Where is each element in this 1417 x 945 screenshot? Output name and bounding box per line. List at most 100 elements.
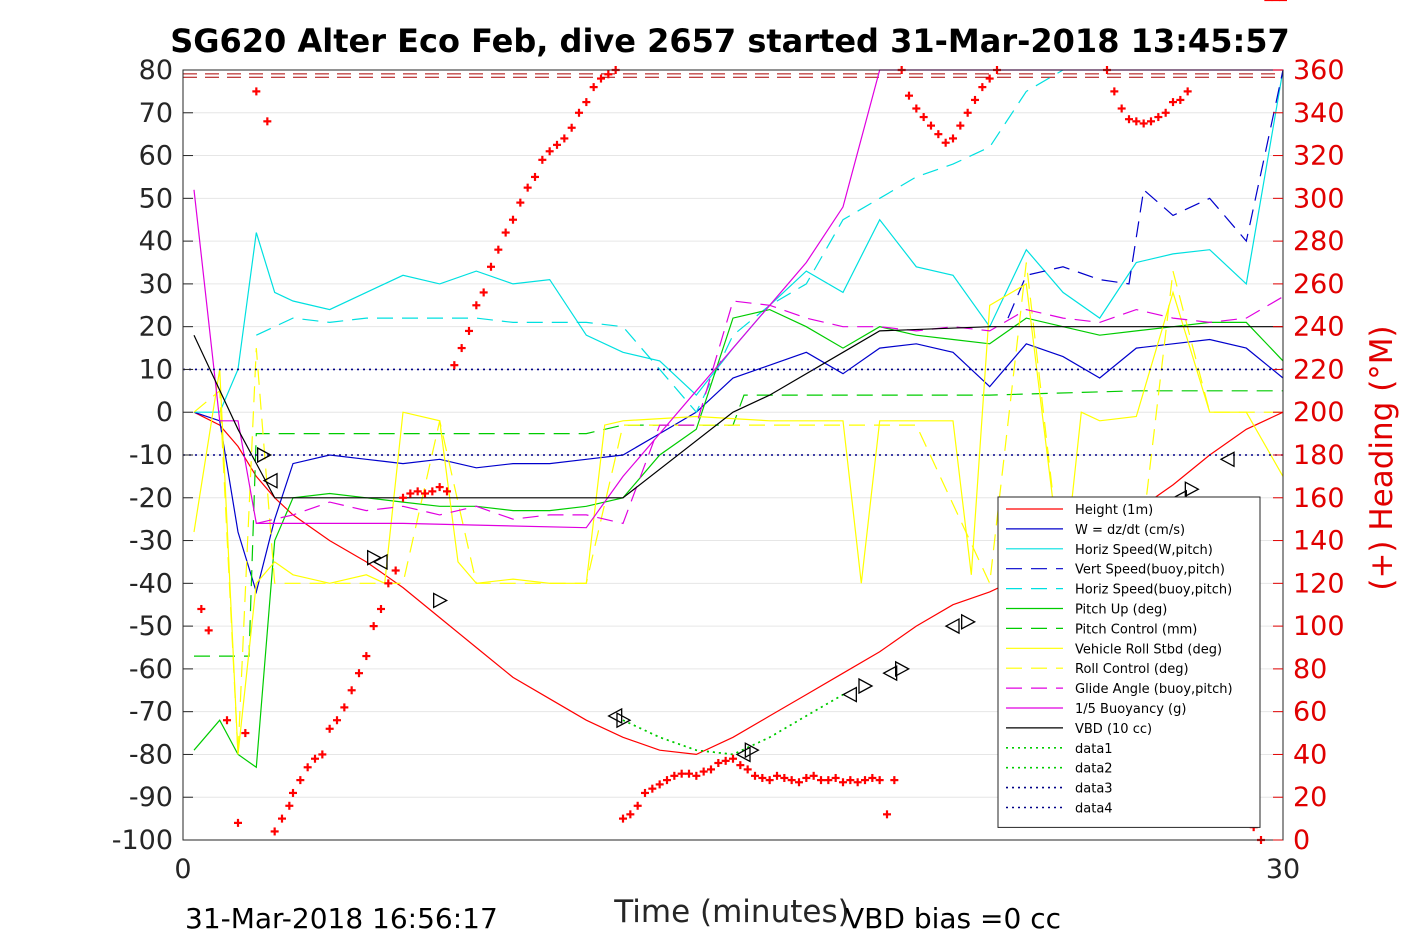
- y-tick-label: -100: [112, 825, 173, 856]
- footer-vbd-bias: VBD bias =0 cc: [845, 902, 1061, 935]
- heading-point: [296, 776, 305, 785]
- heading-point: [736, 761, 745, 770]
- heading-point: [487, 262, 495, 271]
- right-tick-label: 200: [1293, 397, 1345, 428]
- vbd-marker: [1219, 451, 1235, 468]
- heading-point: [743, 765, 752, 774]
- heading-point: [663, 776, 671, 785]
- x-axis-label: Time (minutes): [613, 894, 849, 930]
- heading-point: [567, 123, 576, 132]
- vbd-marker: [882, 665, 898, 682]
- heading-point: [655, 780, 664, 789]
- legend-label: Horiz Speed(buoy,pitch): [1075, 583, 1232, 598]
- heading-point: [795, 778, 803, 787]
- heading-point: [1154, 113, 1163, 122]
- heading-point: [883, 810, 891, 819]
- right-tick-label: 220: [1293, 354, 1345, 385]
- heading-point: [729, 754, 737, 763]
- heading-point: [1117, 104, 1126, 113]
- right-tick-label: 360: [1293, 55, 1345, 86]
- heading-point: [311, 754, 319, 763]
- heading-point: [905, 91, 913, 100]
- right-tick-label: 280: [1293, 226, 1345, 257]
- vbd-marker: [944, 618, 960, 635]
- heading-point: [934, 130, 943, 139]
- heading-point: [443, 487, 451, 496]
- right-tick-label: 260: [1293, 269, 1345, 300]
- legend-label: data2: [1075, 762, 1113, 777]
- vbd-marker: [1184, 481, 1200, 498]
- heading-point: [252, 87, 261, 96]
- right-tick-label: 80: [1293, 654, 1327, 685]
- heading-point: [406, 489, 415, 498]
- x-tick-label: 30: [1266, 854, 1300, 885]
- heading-point: [560, 134, 569, 143]
- legend-label: 1/5 Buoyancy (g): [1075, 702, 1186, 717]
- heading-point: [270, 827, 279, 836]
- heading-point: [912, 104, 921, 113]
- heading-point: [758, 773, 767, 782]
- heading-point: [421, 489, 429, 498]
- heading-point: [545, 147, 554, 156]
- heading-point: [597, 74, 605, 83]
- heading-point: [787, 776, 796, 785]
- y-tick-label: 50: [139, 183, 173, 214]
- y-tick-label: -30: [129, 526, 173, 557]
- heading-point: [978, 83, 987, 92]
- heading-point: [839, 778, 847, 787]
- y-tick-label: -40: [129, 568, 173, 599]
- series-line-9: [256, 296, 1284, 525]
- heading-point: [223, 716, 231, 725]
- heading-point: [197, 605, 206, 613]
- legend-label: Height (1m): [1075, 503, 1153, 518]
- right-tick-label: 340: [1293, 98, 1345, 129]
- heading-point: [531, 172, 539, 181]
- heading-point: [413, 487, 422, 496]
- right-tick-label: 160: [1293, 483, 1345, 514]
- heading-point: [369, 622, 378, 631]
- heading-point: [1176, 95, 1185, 104]
- vbd-marker: [607, 707, 623, 725]
- heading-point: [1161, 108, 1170, 117]
- heading-point: [204, 626, 213, 635]
- heading-point: [278, 814, 286, 823]
- heading-point: [377, 605, 385, 613]
- heading-point: [875, 776, 884, 785]
- heading-point: [501, 228, 510, 237]
- heading-point: [751, 771, 759, 780]
- y-tick-label: -70: [129, 697, 173, 728]
- right-tick-label: 180: [1293, 440, 1345, 471]
- heading-point: [1183, 87, 1192, 96]
- heading-point: [699, 767, 708, 776]
- heading-point: [963, 108, 972, 117]
- legend: Height (1m) W = dz/dt (cm/s) Horiz Speed(W…: [997, 496, 1261, 828]
- heading-point: [303, 763, 312, 772]
- y-tick-label: 0: [156, 397, 173, 428]
- heading-point: [234, 818, 242, 827]
- heading-point: [831, 773, 840, 782]
- right-tick-label: 20: [1293, 782, 1327, 813]
- series-line-12: [622, 693, 844, 756]
- series-line-3: [1007, 69, 1284, 319]
- heading-point: [971, 95, 979, 104]
- heading-point: [340, 703, 349, 712]
- heading-point: [641, 788, 649, 797]
- legend-label: Roll Control (deg): [1075, 662, 1189, 677]
- y-tick-label: -80: [129, 739, 173, 770]
- heading-point: [450, 361, 459, 370]
- heading-point: [538, 155, 547, 164]
- y-tick-label: -20: [129, 483, 173, 514]
- y-tick-label: 20: [139, 312, 173, 343]
- heading-point: [391, 566, 400, 575]
- heading-point: [685, 769, 693, 778]
- heading-point: [985, 74, 994, 83]
- heading-point: [824, 776, 833, 785]
- heading-point: [721, 756, 730, 765]
- heading-point: [516, 198, 525, 207]
- legend-label: data1: [1075, 742, 1113, 757]
- heading-point: [809, 771, 818, 780]
- heading-point: [707, 765, 715, 774]
- heading-point: [780, 773, 789, 782]
- heading-point: [817, 776, 825, 785]
